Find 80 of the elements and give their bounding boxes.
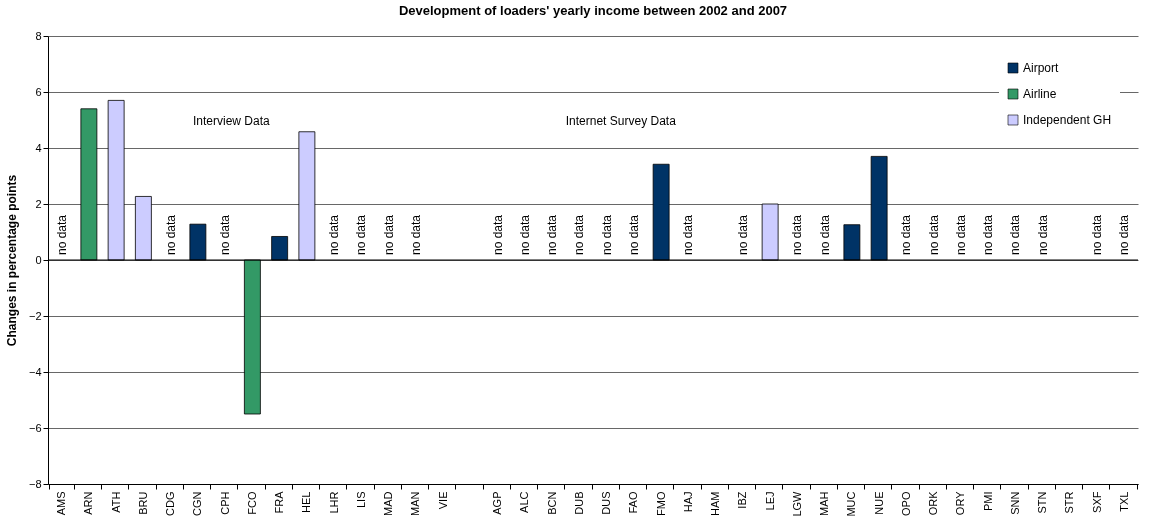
x-tick-label: ATH	[109, 491, 122, 513]
text: no data	[1090, 214, 1105, 255]
text: no data	[1008, 214, 1023, 255]
x-tick-label: LEJ	[763, 491, 776, 511]
text: no data	[408, 214, 423, 255]
text: no data	[599, 214, 614, 255]
x-tick-label: CDG	[164, 491, 177, 516]
x-tick-label: IBZ	[736, 491, 749, 509]
text: no data	[681, 214, 696, 255]
y-tick-label: −4	[28, 365, 42, 378]
text: no data	[163, 214, 178, 255]
x-tick-label: MUC	[845, 491, 858, 517]
y-tick-label: −6	[28, 421, 42, 434]
x-tick-label: MAN	[409, 491, 422, 516]
x-tick-label: BCN	[545, 491, 558, 515]
text: no data	[545, 214, 560, 255]
x-tick-label: HAM	[709, 491, 722, 516]
annotation: Internet Survey Data	[565, 114, 677, 129]
x-tick-label: DUB	[572, 491, 585, 515]
y-tick-label: −8	[28, 477, 42, 490]
x-tick-label: BRU	[136, 491, 149, 515]
text: no data	[218, 214, 233, 255]
legend-label: Independent GH	[1023, 113, 1112, 127]
x-tick-label: LHR	[327, 491, 340, 514]
x-tick-label: AGP	[491, 491, 504, 515]
text: no data	[354, 214, 369, 255]
y-tick-label: 4	[35, 141, 42, 154]
text: no data	[981, 214, 996, 255]
x-tick-label: ARN	[82, 491, 95, 515]
text: no data	[327, 214, 342, 255]
text: no data	[1117, 214, 1132, 255]
text: no data	[490, 214, 505, 255]
y-tick-label: 8	[35, 29, 42, 42]
x-tick-label: CPH	[218, 491, 231, 515]
x-tick-label: FMO	[654, 491, 667, 516]
x-tick-label: NUE	[872, 491, 885, 515]
text: no data	[1035, 214, 1050, 255]
x-tick-label: OPO	[899, 491, 912, 516]
x-tick-label: PMI	[981, 491, 994, 512]
text: no data	[626, 214, 641, 255]
y-axis-title: Changes in percentage points	[4, 174, 19, 347]
text: no data	[54, 214, 69, 255]
x-tick-label: ORY	[954, 490, 967, 516]
text: no data	[817, 214, 832, 255]
x-tick-label: CGN	[191, 491, 204, 516]
y-tick-label: −2	[28, 309, 42, 322]
x-tick-label: ALC	[518, 491, 531, 513]
legend-label: Airport	[1023, 61, 1060, 75]
x-tick-label: STN	[1036, 491, 1049, 514]
text: no data	[735, 214, 750, 255]
x-tick-label: HEL	[300, 491, 313, 513]
text: no data	[953, 214, 968, 255]
x-tick-label: HAJ	[681, 491, 694, 513]
text: no data	[790, 214, 805, 255]
y-tick-label: 2	[35, 197, 42, 210]
text: no data	[381, 214, 396, 255]
x-tick-label: STR	[1063, 491, 1076, 514]
x-tick-label: FCO	[245, 491, 258, 515]
text: no data	[517, 214, 532, 255]
text: no data	[899, 214, 914, 255]
x-tick-label: VIE	[436, 491, 449, 510]
annotation: Interview Data	[192, 114, 270, 129]
x-tick-label: MAH	[818, 491, 831, 516]
text: no data	[926, 214, 941, 255]
x-tick-label: DUS	[600, 491, 613, 515]
x-tick-label: TXL	[1117, 491, 1130, 512]
y-tick-label: 6	[35, 85, 42, 98]
x-tick-label: ORK	[927, 490, 940, 516]
x-tick-label: LGW	[790, 490, 803, 517]
x-tick-label: LIS	[354, 491, 367, 509]
legend-label: Airline	[1023, 87, 1057, 101]
text: no data	[572, 214, 587, 255]
x-tick-label: AMS	[55, 491, 68, 516]
x-tick-label: MAD	[382, 491, 395, 516]
x-tick-label: SNN	[1008, 491, 1021, 515]
chart-title: Development of loaders' yearly income between 2002 and 2007	[398, 3, 788, 18]
x-tick-label: FRA	[273, 490, 286, 514]
x-tick-label: FAO	[627, 491, 640, 514]
y-tick-label: 0	[35, 253, 42, 266]
x-tick-label: SXF	[1090, 491, 1103, 513]
